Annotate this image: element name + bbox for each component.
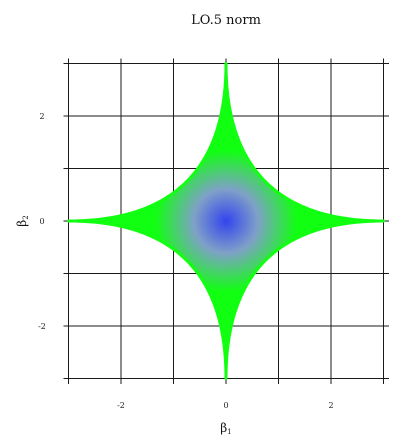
x-tick-label: -2 [117,401,125,410]
x-axis-label-sub: 1 [227,428,231,436]
y-axis-label: β2 [15,215,30,226]
y-axis-label-main: β [15,220,29,227]
tick-labels: -2 0 2 -2 0 2 [38,112,333,410]
y-tick-label: -2 [38,322,46,331]
x-tick-label: 0 [223,401,228,410]
y-tick-label: 0 [39,217,44,226]
x-axis-label-main: β [220,421,227,435]
chart-title: LO.5 norm [191,13,261,28]
norm-ball-region [67,62,385,380]
y-axis-label-sub: 2 [22,215,30,219]
x-axis-label: β1 [220,421,231,436]
x-tick-label: 2 [328,401,333,410]
y-tick-label: 2 [39,112,44,121]
